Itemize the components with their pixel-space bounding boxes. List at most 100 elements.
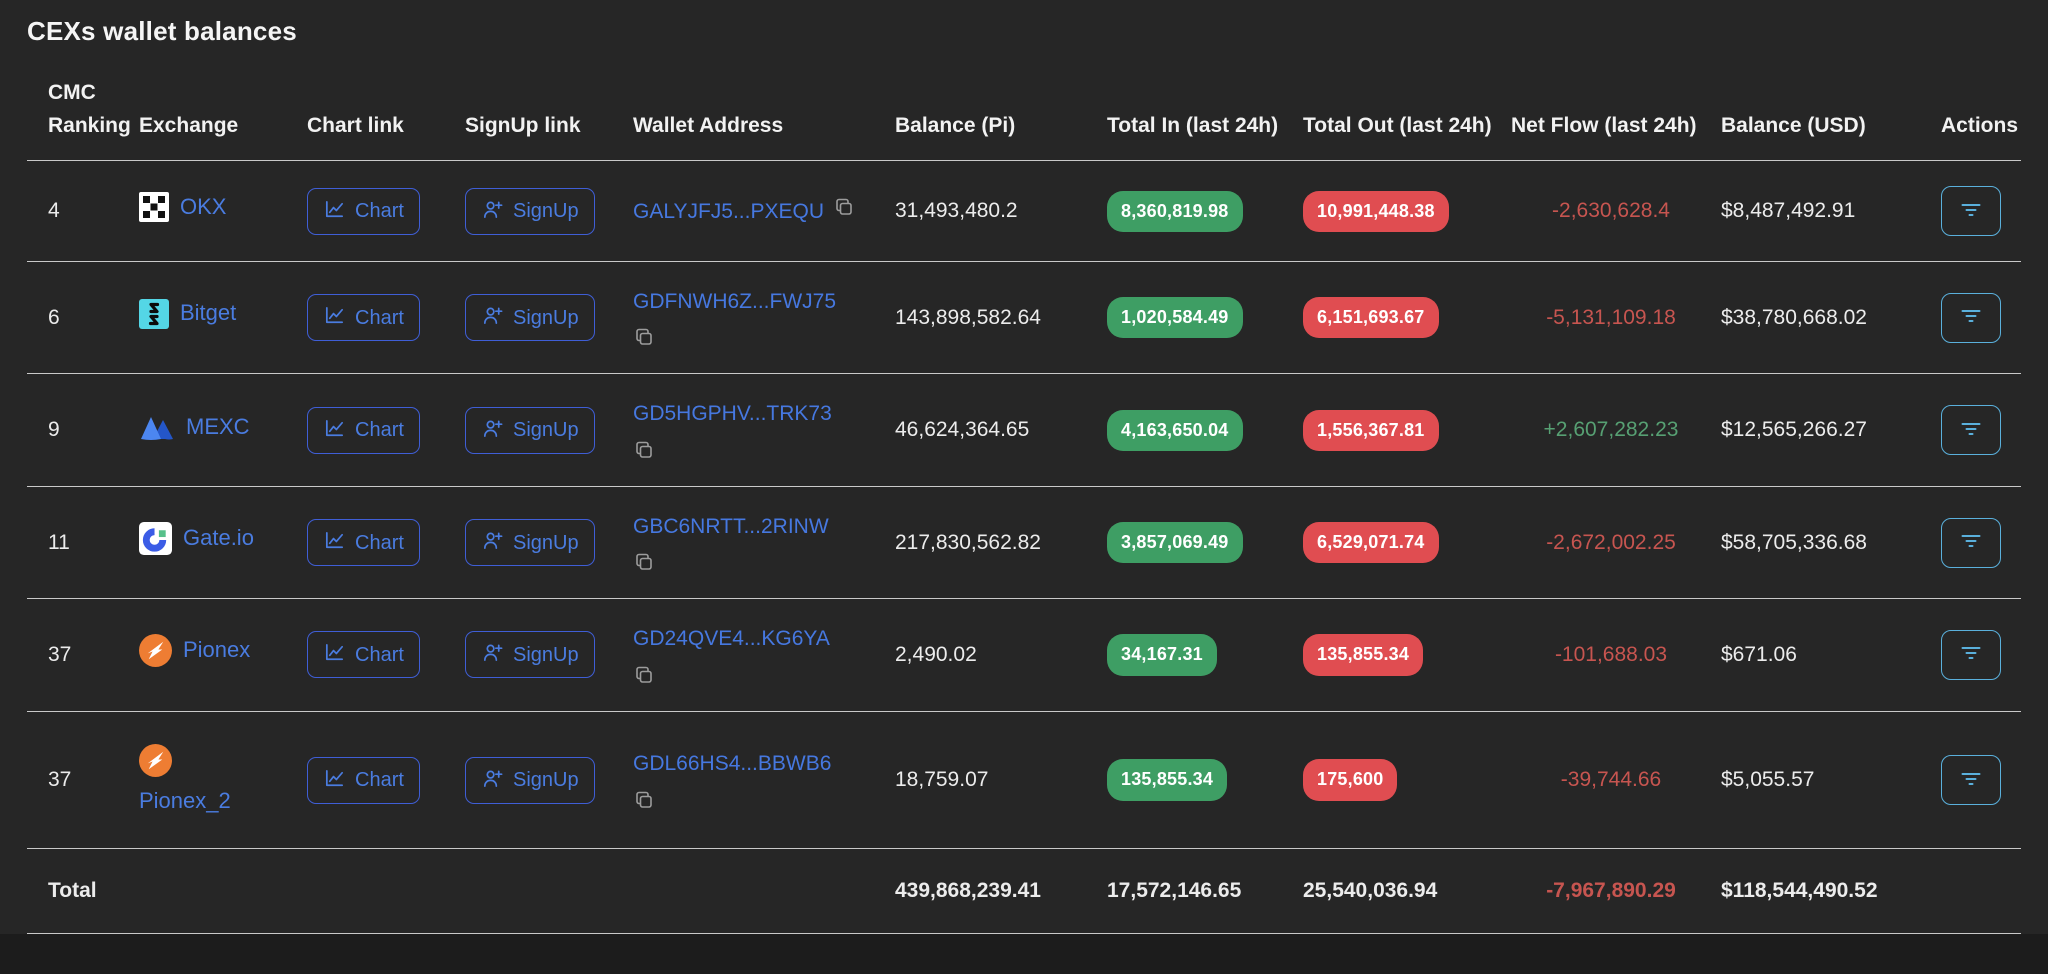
total-balance-pi: 439,868,239.41 [895,848,1107,934]
filter-action-button[interactable] [1941,405,2001,456]
net-flow-value: -39,744.66 [1511,711,1721,850]
chart-button[interactable]: Chart [307,756,420,804]
cmc-ranking-value: 11 [27,486,139,600]
total-in-sum: 17,572,146.65 [1107,848,1303,934]
pionex-logo-icon [139,634,172,668]
balance-pi-value: 2,490.02 [895,598,1107,712]
person-add-icon [481,417,504,444]
exchange-link-mexc[interactable]: MEXC [139,412,250,443]
wallet-address-link[interactable]: GD5HGPHV...TRK73 [633,402,832,426]
signup-button[interactable]: SignUp [465,294,595,342]
signup-button[interactable]: SignUp [465,406,595,454]
signup-button[interactable]: SignUp [465,631,595,679]
signup-button-label: SignUp [513,419,579,442]
col-header-total-out: Total Out (last 24h) [1303,71,1511,162]
filter-action-button[interactable] [1941,292,2001,343]
person-add-icon [481,641,504,668]
filter-action-button[interactable] [1941,517,2001,568]
cmc-ranking-value: 37 [27,598,139,712]
cmc-ranking-value: 37 [27,711,139,850]
chart-button-label: Chart [355,419,404,442]
person-add-icon [481,304,504,331]
chart-button[interactable]: Chart [307,519,420,567]
total-row: Total 439,868,239.41 17,572,146.65 25,54… [27,848,2021,934]
filter-icon [1960,770,1982,791]
filter-icon [1960,420,1982,441]
chart-button[interactable]: Chart [307,631,420,679]
signup-button[interactable]: SignUp [465,519,595,567]
line-chart-icon [323,417,346,444]
balance-usd-value: $12,565,266.27 [1721,373,1941,487]
copy-icon[interactable] [633,439,655,461]
okx-logo-icon [139,192,169,223]
net-flow-value: -2,630,628.4 [1511,160,1721,263]
col-header-signup-link: SignUp link [465,71,633,162]
net-flow-value: +2,607,282.23 [1511,373,1721,487]
cmc-ranking-value: 6 [27,261,139,375]
wallet-address-link[interactable]: GDL66HS4...BBWB6 [633,752,832,776]
col-header-actions: Actions [1941,71,2021,162]
col-header-balance-pi: Balance (Pi) [895,71,1107,162]
chart-button-label: Chart [355,200,404,223]
page-bottom-strip [0,933,2048,974]
person-add-icon [481,767,504,794]
copy-icon[interactable] [633,664,655,686]
exchange-link-pionex-2[interactable]: Pionex_2 [139,743,263,817]
copy-icon[interactable] [633,551,655,573]
line-chart-icon [323,767,346,794]
col-header-cmc-ranking: CMC Ranking [27,71,139,162]
col-header-exchange: Exchange [139,71,307,162]
chart-button-label: Chart [355,769,404,792]
signup-button[interactable]: SignUp [465,187,595,235]
chart-button[interactable]: Chart [307,406,420,454]
net-flow-value: -101,688.03 [1511,598,1721,712]
filter-icon [1960,532,1982,553]
cmc-ranking-value: 9 [27,373,139,487]
exchange-name: Pionex_2 [139,787,231,813]
table-row-pionex: 37 Pionex Chart [27,598,2021,712]
total-balance-usd: $118,544,490.52 [1721,848,1941,934]
balance-usd-value: $8,487,492.91 [1721,160,1941,263]
total-in-badge: 1,020,584.49 [1107,297,1243,339]
exchange-link-okx[interactable]: OKX [139,192,226,223]
table-row-mexc: 9 MEXC Chart [27,373,2021,487]
chart-button[interactable]: Chart [307,187,420,235]
line-chart-icon [323,198,346,225]
total-out-badge: 175,600 [1303,759,1398,801]
mexc-logo-icon [139,413,175,441]
wallet-address-link[interactable]: GALYJFJ5...PXEQU [633,199,824,223]
exchange-link-gateio[interactable]: Gate.io [139,521,254,555]
gateio-logo-icon [139,521,172,555]
filter-action-button[interactable] [1941,186,2001,237]
total-in-badge: 135,855.34 [1107,759,1228,801]
balance-usd-value: $38,780,668.02 [1721,261,1941,375]
copy-icon[interactable] [633,789,655,811]
balance-pi-value: 31,493,480.2 [895,160,1107,263]
person-add-icon [481,198,504,225]
balance-usd-value: $5,055.57 [1721,711,1941,850]
exchange-link-pionex[interactable]: Pionex [139,634,250,668]
balance-usd-value: $671.06 [1721,598,1941,712]
total-out-badge: 1,556,367.81 [1303,409,1439,451]
exchange-name: Bitget [180,300,237,326]
copy-icon[interactable] [633,326,655,348]
chart-button[interactable]: Chart [307,294,420,342]
wallet-address-link[interactable]: GD24QVE4...KG6YA [633,627,830,651]
wallet-address-link[interactable]: GBC6NRTT...2RINW [633,514,829,538]
exchange-link-bitget[interactable]: Bitget [139,298,236,329]
table-row-okx: 4 OKX Chart [27,160,2021,263]
balance-pi-value: 217,830,562.82 [895,486,1107,600]
exchange-name: MEXC [186,413,250,439]
col-header-total-in: Total In (last 24h) [1107,71,1303,162]
filter-action-button[interactable] [1941,755,2001,806]
copy-icon[interactable] [833,196,855,218]
table-row-gateio: 11 Gate.io Chart [27,486,2021,600]
signup-button[interactable]: SignUp [465,756,595,804]
signup-button-label: SignUp [513,200,579,223]
total-out-badge: 6,151,693.67 [1303,297,1439,339]
filter-action-button[interactable] [1941,629,2001,680]
cex-balances-card: CEXs wallet balances CMC Ranking Exchang… [27,16,2021,934]
wallet-address-link[interactable]: GDFNWH6Z...FWJ75 [633,290,836,314]
total-in-badge: 3,857,069.49 [1107,521,1243,564]
col-header-wallet-address: Wallet Address [633,71,895,162]
